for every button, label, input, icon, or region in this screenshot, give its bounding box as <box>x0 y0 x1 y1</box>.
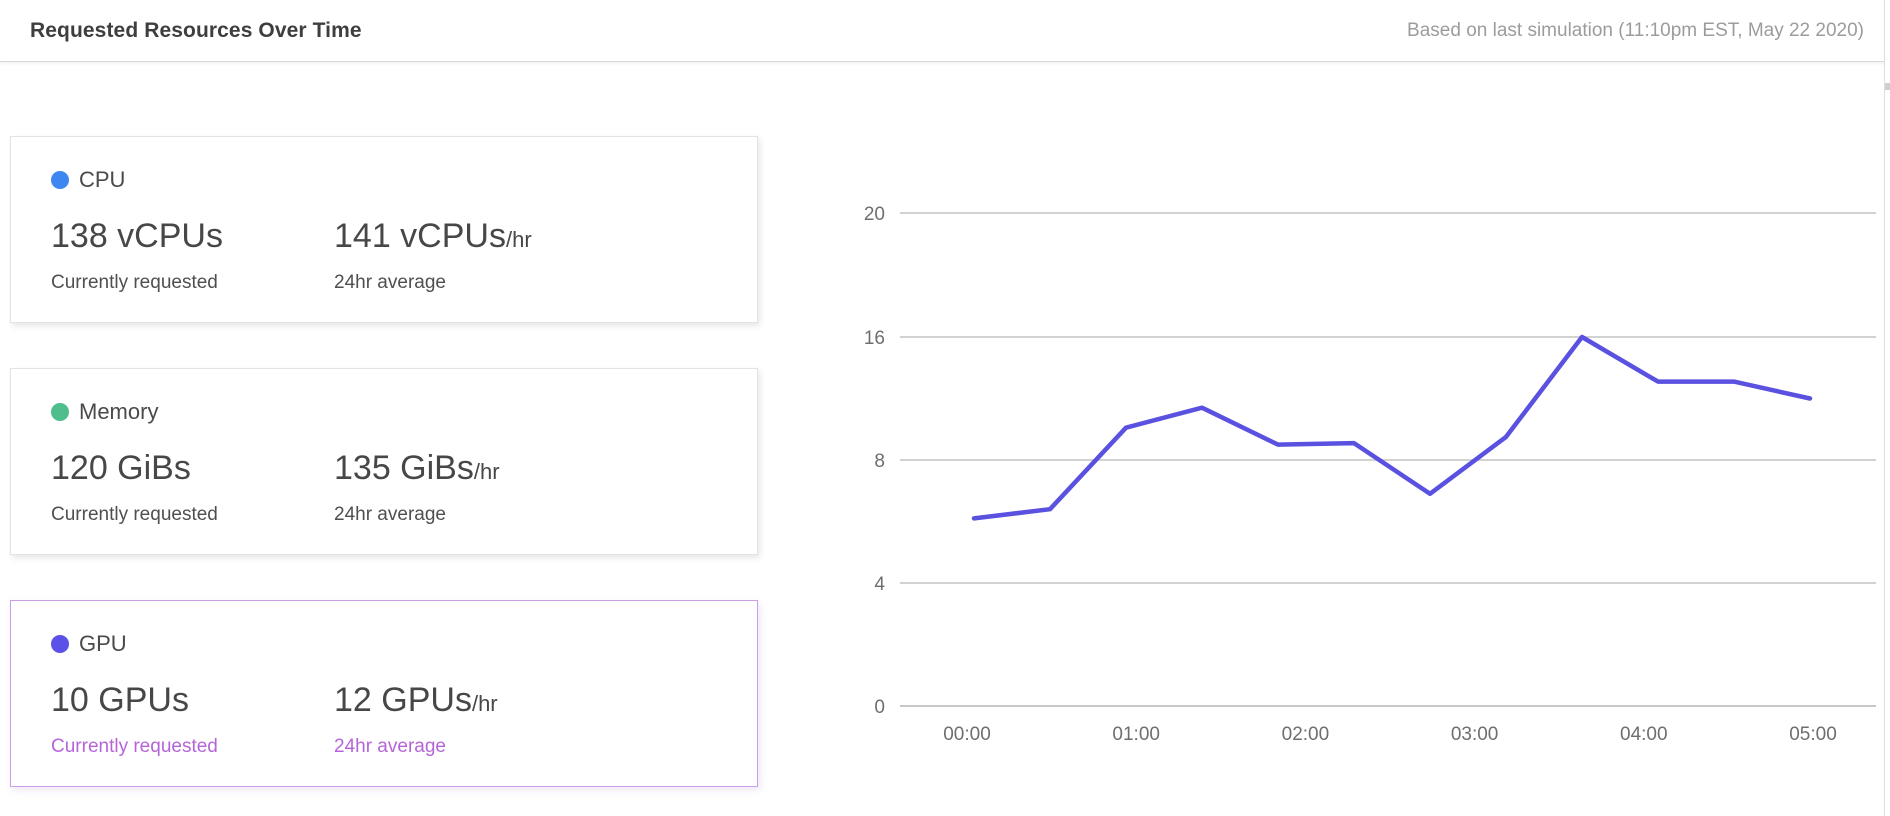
memory-average-caption: 24hr average <box>334 504 446 526</box>
y-axis-tick-label: 0 <box>874 697 885 718</box>
x-axis-tick-label: 01:00 <box>1112 724 1160 745</box>
gpu-current-value: 10 GPUs <box>51 681 189 719</box>
cpu-average-caption: 24hr average <box>334 272 446 294</box>
cpu-average-suffix: /hr <box>505 227 532 252</box>
header-bar: Requested Resources Over Time Based on l… <box>0 0 1890 62</box>
resource-card-gpu[interactable]: GPU 10 GPUs Currently requested 12 GPUs/… <box>10 600 758 787</box>
cpu-card-label: CPU <box>79 167 126 192</box>
x-axis-tick-label: 02:00 <box>1282 724 1330 745</box>
x-axis-tick-label: 05:00 <box>1789 724 1837 745</box>
gpu-card-label: GPU <box>79 631 127 656</box>
gpu-metrics: 10 GPUs Currently requested 12 GPUs/hr 2… <box>51 681 737 758</box>
memory-average-metric: 135 GiBs/hr 24hr average <box>334 449 500 526</box>
memory-average-value: 135 GiBs/hr <box>334 449 500 488</box>
gpu-card-header: GPU <box>51 631 737 657</box>
memory-legend-dot-icon <box>51 403 69 421</box>
memory-current-metric: 120 GiBs Currently requested <box>51 449 334 526</box>
cpu-current-metric: 138 vCPUs Currently requested <box>51 217 334 294</box>
cpu-metrics: 138 vCPUs Currently requested 141 vCPUs/… <box>51 217 737 294</box>
x-axis-tick-label: 03:00 <box>1451 724 1499 745</box>
cpu-current-caption: Currently requested <box>51 272 218 294</box>
memory-metrics: 120 GiBs Currently requested 135 GiBs/hr… <box>51 449 737 526</box>
memory-average-suffix: /hr <box>473 459 500 484</box>
memory-card-label: Memory <box>79 399 159 424</box>
x-axis-tick-label: 04:00 <box>1620 724 1668 745</box>
gpu-average-caption: 24hr average <box>334 736 446 758</box>
gpu-average-metric: 12 GPUs/hr 24hr average <box>334 681 498 758</box>
cpu-current-value: 138 vCPUs <box>51 217 223 255</box>
y-axis-tick-label: 8 <box>874 451 885 472</box>
vertical-scrollbar[interactable] <box>1884 0 1890 816</box>
simulation-timestamp-note: Based on last simulation (11:10pm EST, M… <box>1407 19 1864 41</box>
memory-current-caption: Currently requested <box>51 504 218 526</box>
y-axis-tick-label: 16 <box>864 328 885 349</box>
gpu-current-caption: Currently requested <box>51 736 218 758</box>
scrollbar-thumb[interactable] <box>1885 83 1890 90</box>
cpu-average-value: 141 vCPUs/hr <box>334 217 532 256</box>
cpu-card-header: CPU <box>51 167 737 193</box>
cpu-average-metric: 141 vCPUs/hr 24hr average <box>334 217 532 294</box>
resource-card-memory[interactable]: Memory 120 GiBs Currently requested 135 … <box>10 368 758 555</box>
memory-card-header: Memory <box>51 399 737 425</box>
x-axis-tick-label: 00:00 <box>943 724 991 745</box>
gpu-average-value: 12 GPUs/hr <box>334 681 498 720</box>
page-title: Requested Resources Over Time <box>30 18 362 42</box>
line-chart-svg: 20 16 8 4 0 00:00 01:00 02:00 03:00 04:00 05:00 <box>864 204 1876 745</box>
requested-resources-line-chart[interactable]: 20 16 8 4 0 00:00 01:00 02:00 03:00 04:00 05:00 <box>840 140 1890 760</box>
y-axis-tick-label: 20 <box>864 204 885 225</box>
y-axis-tick-label: 4 <box>874 574 885 595</box>
gpu-legend-dot-icon <box>51 635 69 653</box>
gpu-average-number: 12 GPUs <box>334 681 472 719</box>
resource-card-cpu[interactable]: CPU 138 vCPUs Currently requested 141 vC… <box>10 136 758 323</box>
cpu-average-number: 141 vCPUs <box>334 217 506 255</box>
gpu-series-line <box>971 334 1813 521</box>
memory-current-value: 120 GiBs <box>51 449 191 487</box>
gpu-current-metric: 10 GPUs Currently requested <box>51 681 334 758</box>
memory-average-number: 135 GiBs <box>334 449 474 487</box>
gpu-average-suffix: /hr <box>471 691 498 716</box>
cpu-legend-dot-icon <box>51 171 69 189</box>
